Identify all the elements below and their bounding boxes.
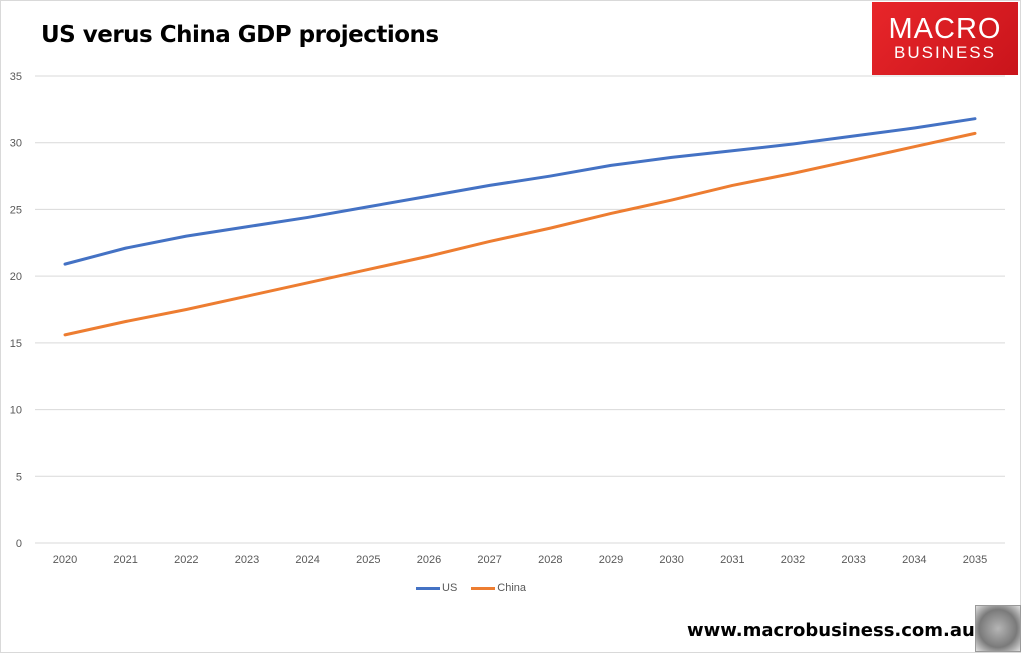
y-tick-label: 35 xyxy=(10,71,22,83)
y-tick-label: 30 xyxy=(10,138,22,150)
x-tick-label: 2020 xyxy=(53,554,77,566)
macrobusiness-logo: MACRO BUSINESS xyxy=(872,2,1018,75)
y-tick-label: 20 xyxy=(10,271,22,283)
legend-swatch-us xyxy=(416,586,440,590)
x-tick-label: 2021 xyxy=(113,554,137,566)
x-tick-label: 2032 xyxy=(781,554,805,566)
x-tick-label: 2029 xyxy=(599,554,623,566)
logo-line2: BUSINESS xyxy=(894,43,996,62)
wolf-logo-icon xyxy=(975,605,1021,652)
logo-line1: MACRO xyxy=(888,13,1002,45)
chart-title: US verus China GDP projections xyxy=(41,22,439,48)
legend-swatch-china xyxy=(471,586,496,590)
series-line-us xyxy=(63,117,977,266)
legend-item-china: China xyxy=(471,582,526,594)
y-tick-label: 10 xyxy=(10,405,22,417)
x-tick-label: 2025 xyxy=(356,554,380,566)
legend: US China xyxy=(416,582,526,594)
x-tick-label: 2027 xyxy=(477,554,501,566)
y-tick-label: 25 xyxy=(10,204,22,216)
website-url: www.macrobusiness.com.au xyxy=(687,620,975,641)
legend-item-us: US xyxy=(416,582,457,594)
x-tick-label: 2034 xyxy=(902,554,926,566)
legend-label-china: China xyxy=(497,582,527,594)
x-tick-label: 2033 xyxy=(841,554,865,566)
y-tick-label: 0 xyxy=(16,538,22,550)
x-tick-label: 2035 xyxy=(963,554,987,566)
x-tick-label: 2030 xyxy=(659,554,683,566)
x-tick-label: 2026 xyxy=(417,554,441,566)
y-tick-label: 15 xyxy=(10,338,22,350)
x-tick-label: 2028 xyxy=(538,554,562,566)
x-tick-label: 2023 xyxy=(235,554,259,566)
series-line-china xyxy=(63,131,977,337)
x-tick-label: 2022 xyxy=(174,554,198,566)
x-tick-label: 2024 xyxy=(295,554,319,566)
x-tick-label: 2031 xyxy=(720,554,744,566)
legend-label-us: US xyxy=(442,582,458,594)
y-tick-label: 5 xyxy=(16,471,22,483)
